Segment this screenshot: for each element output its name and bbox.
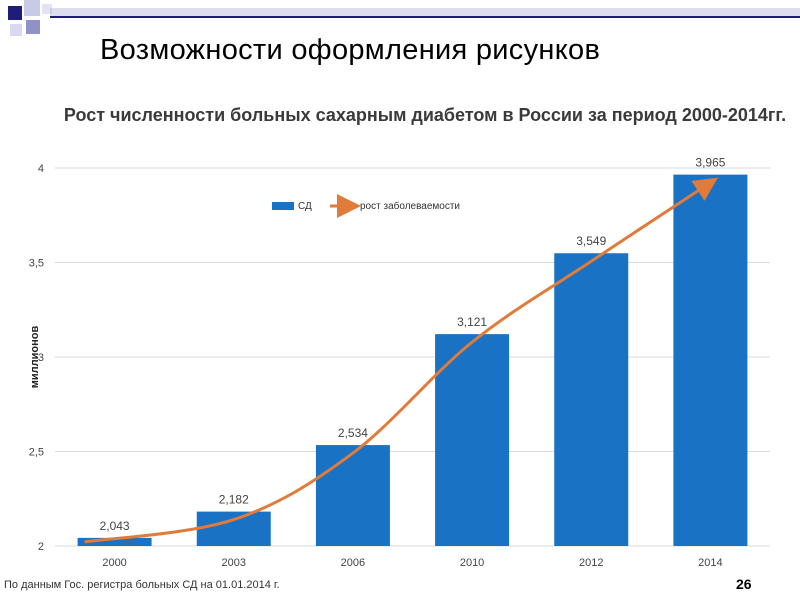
data-label: 2,534 [338,426,368,440]
y-axis-label: миллионов [29,326,41,389]
x-tick-label: 2010 [460,557,484,569]
y-tick-label: 2,5 [29,447,44,459]
x-tick-label: 2012 [579,557,603,569]
decor-square [42,4,52,14]
data-label: 3,121 [457,315,487,329]
decor-square [24,0,40,16]
decor-square [26,20,40,34]
bar [554,253,629,546]
bar [435,334,510,546]
y-tick-label: 4 [38,163,44,175]
decor-square [10,24,22,36]
bar [196,511,271,546]
bar [673,174,748,547]
legend-label-series: СД [298,201,312,212]
x-tick-label: 2014 [698,557,722,569]
page-number: 26 [736,576,752,592]
bar [77,537,152,546]
source-footnote: По данным Гос. регистра больных СД на 01… [4,579,280,591]
x-tick-label: 2003 [222,557,246,569]
data-label: 3,965 [695,156,725,170]
chart-title: Рост численности больных сахарным диабет… [63,105,787,125]
trend-line [84,177,718,544]
decor-square [8,6,22,20]
header-band [50,8,800,16]
bar [315,445,390,546]
slide-title: Возможности оформления рисунков [100,34,601,66]
data-label: 2,043 [100,519,130,533]
x-tick-label: 2006 [341,557,365,569]
legend-swatch-bar [272,202,294,210]
y-tick-label: 3,5 [29,258,44,270]
y-tick-label: 3 [38,352,44,364]
x-tick-label: 2000 [102,557,126,569]
y-tick-label: 2 [38,541,44,553]
data-label: 3,549 [576,234,606,248]
data-label: 2,182 [219,493,249,507]
header-rule [50,16,800,18]
legend-label-trend: рост заболеваемости [360,200,460,212]
